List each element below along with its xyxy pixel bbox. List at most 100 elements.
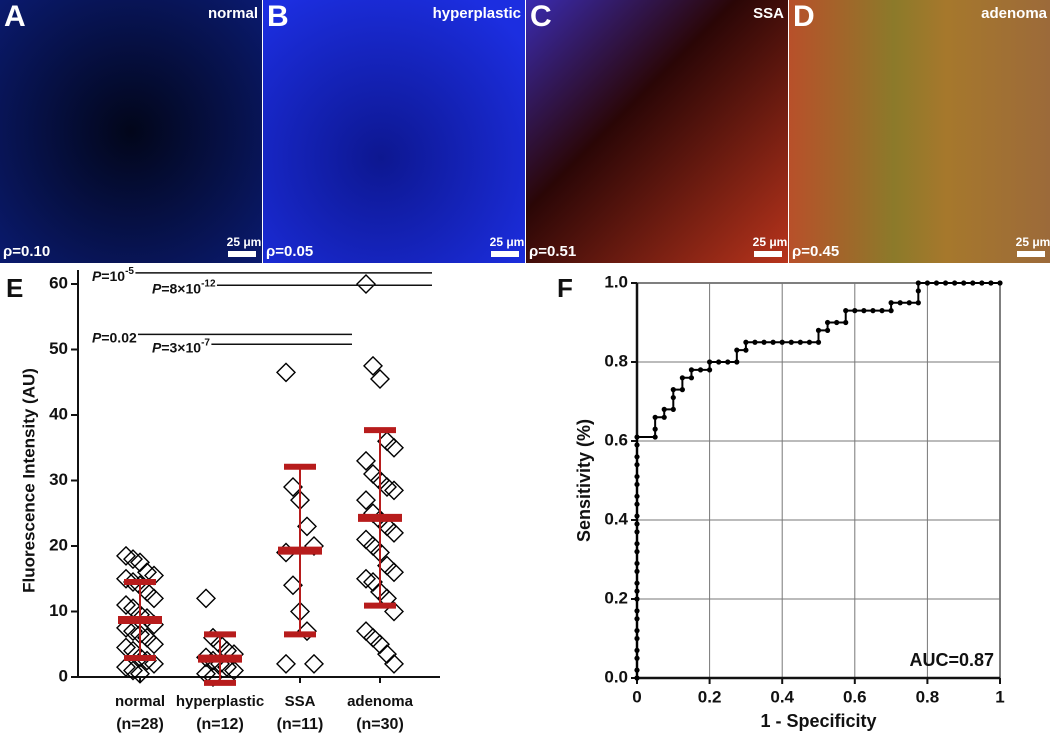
roc-point xyxy=(634,434,640,440)
panel-letter: F xyxy=(557,273,573,303)
roc-point xyxy=(634,596,640,602)
micrograph xyxy=(526,0,788,263)
rho-label: ρ=0.05 xyxy=(266,243,313,260)
data-point xyxy=(116,594,136,615)
roc-point xyxy=(634,501,640,507)
roc-point xyxy=(688,367,695,373)
scale-label: 25 μm xyxy=(490,235,525,249)
y-tick-label: 0 xyxy=(59,666,68,685)
roc-point xyxy=(906,300,912,306)
micrograph xyxy=(0,0,262,263)
data-point xyxy=(304,653,324,674)
data-point xyxy=(356,450,376,471)
data-point xyxy=(370,634,390,655)
roc-point xyxy=(679,375,685,381)
x-tick-label: hyperplastic xyxy=(176,693,264,710)
roc-point xyxy=(752,339,758,345)
roc-point xyxy=(815,339,822,345)
x-tick-sublabel: (n=28) xyxy=(116,716,164,733)
scale-bar xyxy=(491,251,519,257)
roc-point xyxy=(815,327,822,333)
scale-label: 25 μm xyxy=(753,235,788,249)
roc-point xyxy=(888,300,894,306)
roc-point xyxy=(806,339,813,345)
x-tick-label: 0.4 xyxy=(770,687,794,706)
roc-point xyxy=(743,347,749,353)
roc-point xyxy=(861,308,867,314)
p-text: =10 xyxy=(101,268,125,284)
p-symbol: P xyxy=(92,329,102,345)
roc-point xyxy=(734,359,740,365)
roc-point xyxy=(652,414,658,420)
p-value: P=8×10-12 xyxy=(152,278,216,296)
micrograph xyxy=(789,0,1050,263)
roc-point xyxy=(824,319,831,326)
data-point xyxy=(384,437,404,458)
auc-annotation: AUC=0.87 xyxy=(909,650,994,670)
data-point xyxy=(384,653,404,674)
image-panel: C SSA ρ=0.51 25 μm xyxy=(526,0,788,263)
data-point xyxy=(224,660,244,681)
y-tick-label: 0.4 xyxy=(604,509,628,528)
roc-point xyxy=(634,529,640,535)
scale-label: 25 μm xyxy=(1016,235,1050,249)
roc-point xyxy=(634,481,640,488)
roc-point xyxy=(997,280,1003,286)
data-point xyxy=(356,529,376,550)
roc-point xyxy=(634,675,640,681)
x-tick-label: 0.2 xyxy=(698,687,722,706)
roc-point xyxy=(634,442,640,448)
p-exponent: -7 xyxy=(201,337,210,348)
data-point xyxy=(370,368,390,389)
x-tick-label: 0.6 xyxy=(843,687,867,706)
y-tick-label: 0.0 xyxy=(604,667,628,686)
data-point xyxy=(356,274,376,294)
roc-point xyxy=(634,635,640,642)
data-point xyxy=(144,634,164,655)
roc-point xyxy=(634,580,640,586)
rho-label: ρ=0.51 xyxy=(529,243,576,260)
p-exponent: -12 xyxy=(201,278,216,289)
roc-point xyxy=(824,327,831,333)
p-exponent: -5 xyxy=(125,266,134,277)
data-point xyxy=(356,621,376,642)
data-point xyxy=(276,362,296,383)
data-point xyxy=(356,568,376,589)
roc-point xyxy=(915,300,921,306)
y-tick-label: 20 xyxy=(49,535,68,554)
data-point xyxy=(384,522,404,543)
roc-point xyxy=(779,339,785,345)
data-point xyxy=(130,647,150,668)
p-text: =0.02 xyxy=(101,329,137,345)
panel-letter: E xyxy=(6,273,23,303)
scale-label: 25 μm xyxy=(227,235,262,249)
data-point xyxy=(363,627,383,648)
roc-point xyxy=(634,667,640,673)
data-point xyxy=(377,644,397,665)
p-symbol: P xyxy=(152,280,162,296)
x-tick-label: 0 xyxy=(632,687,641,706)
roc-point xyxy=(697,367,704,373)
roc-point xyxy=(843,319,849,326)
y-axis-label: Sensitivity (%) xyxy=(574,419,594,542)
roc-point xyxy=(942,280,949,286)
roc-point xyxy=(634,628,640,634)
roc-point xyxy=(634,608,640,614)
data-point xyxy=(363,355,383,376)
panel-letter: D xyxy=(793,0,815,33)
roc-point xyxy=(915,280,921,286)
panel-letter: C xyxy=(530,0,552,33)
data-point xyxy=(123,549,143,570)
roc-point xyxy=(716,359,722,365)
p-symbol: P xyxy=(92,268,102,284)
data-point xyxy=(144,588,164,609)
roc-point xyxy=(634,568,640,574)
roc-point xyxy=(707,367,713,373)
x-tick-label: 1 xyxy=(995,687,1004,706)
roc-point xyxy=(834,319,840,326)
roc-point xyxy=(915,288,921,294)
scale-bar xyxy=(228,251,256,257)
